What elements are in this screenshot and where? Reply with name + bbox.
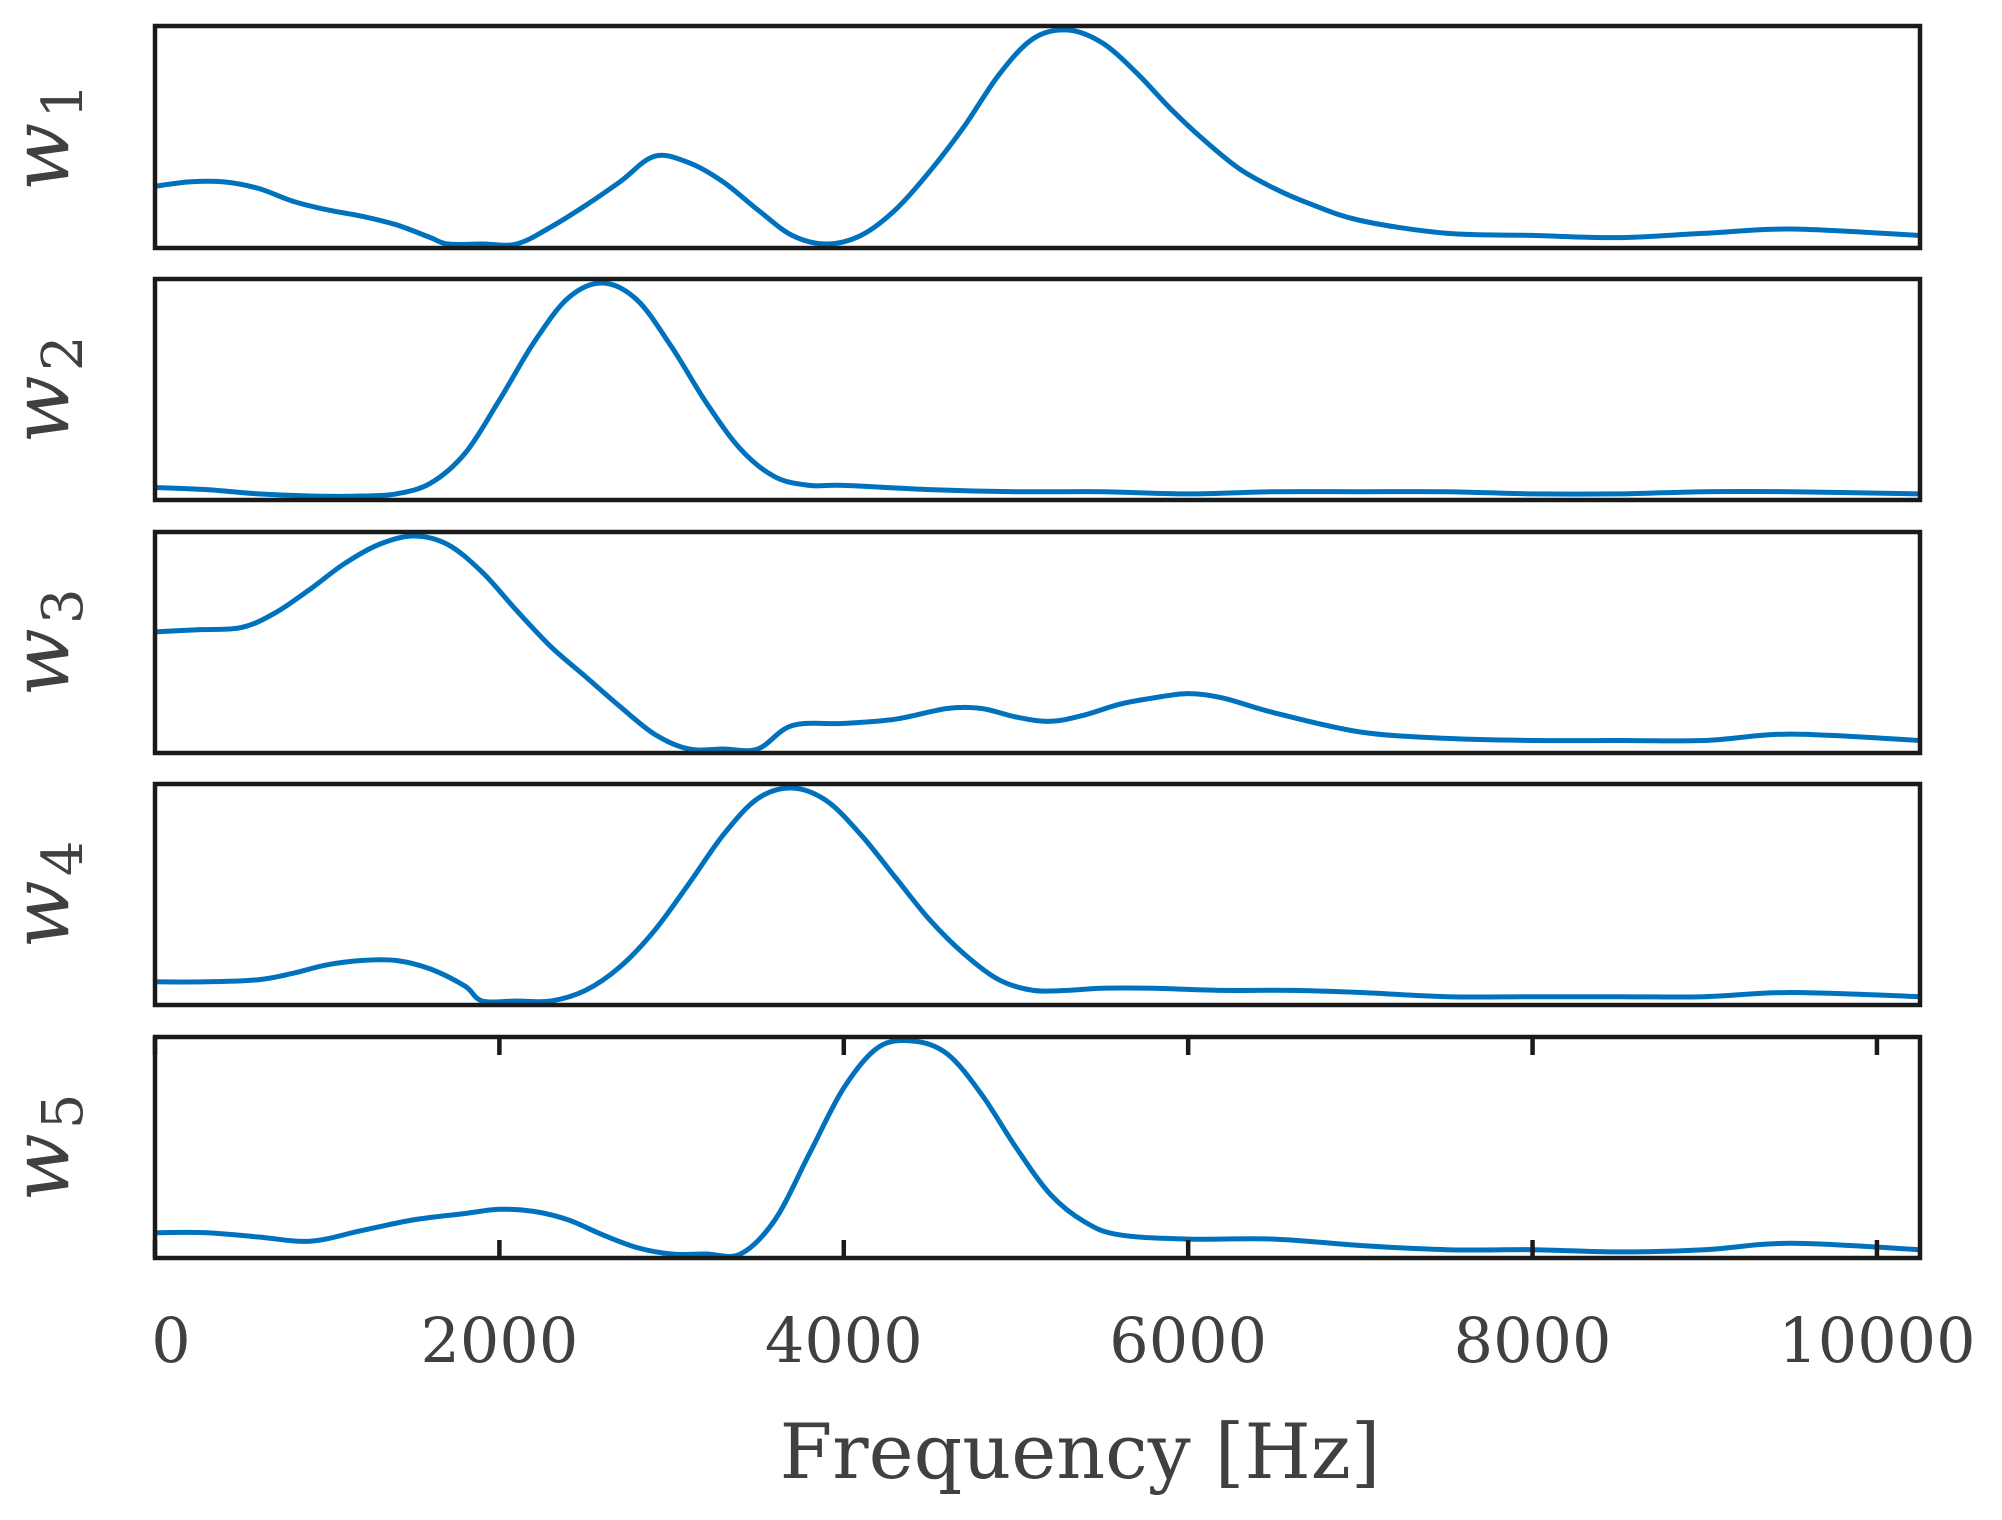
panel-frame-w1 (152, 23, 1923, 251)
y-label-w5: w5 (0, 1093, 96, 1201)
x-axis: 0 2000 4000 6000 8000 10000 (151, 1037, 1976, 1377)
panel-w4: w4 (0, 781, 1923, 1008)
panel-frame-w4 (152, 781, 1923, 1008)
x-tick-label-2000: 2000 (420, 1304, 578, 1377)
panel-w3: w3 (0, 529, 1923, 756)
panel-frame-w3 (152, 529, 1923, 756)
panels-group: w1 w2 w3 w4 w5 (0, 23, 1923, 1261)
y-label-w3: w3 (0, 588, 96, 696)
series-line-w2 (155, 280, 1920, 499)
x-axis-label: Frequency [Hz] (780, 1407, 1381, 1496)
y-label-w4: w4 (0, 840, 96, 948)
x-tick-label-10000: 10000 (1778, 1304, 1975, 1377)
panel-frame-w5 (152, 1034, 1923, 1261)
panel-w2: w2 (0, 276, 1923, 503)
x-tick-label-0: 0 (151, 1304, 190, 1377)
series-line-w5 (155, 1037, 1920, 1258)
x-tick-label-8000: 8000 (1454, 1304, 1612, 1377)
panel-w5: w5 (0, 1034, 1923, 1261)
series-line-w1 (155, 27, 1920, 248)
panel-w1: w1 (0, 23, 1923, 251)
y-label-w1: w1 (0, 83, 96, 191)
x-tick-label-6000: 6000 (1109, 1304, 1267, 1377)
panel-frame-w2 (152, 276, 1923, 503)
series-line-w4 (155, 785, 1920, 1005)
y-label-w2: w2 (0, 335, 96, 443)
series-line-w3 (155, 533, 1920, 753)
x-tick-label-4000: 4000 (765, 1304, 923, 1377)
